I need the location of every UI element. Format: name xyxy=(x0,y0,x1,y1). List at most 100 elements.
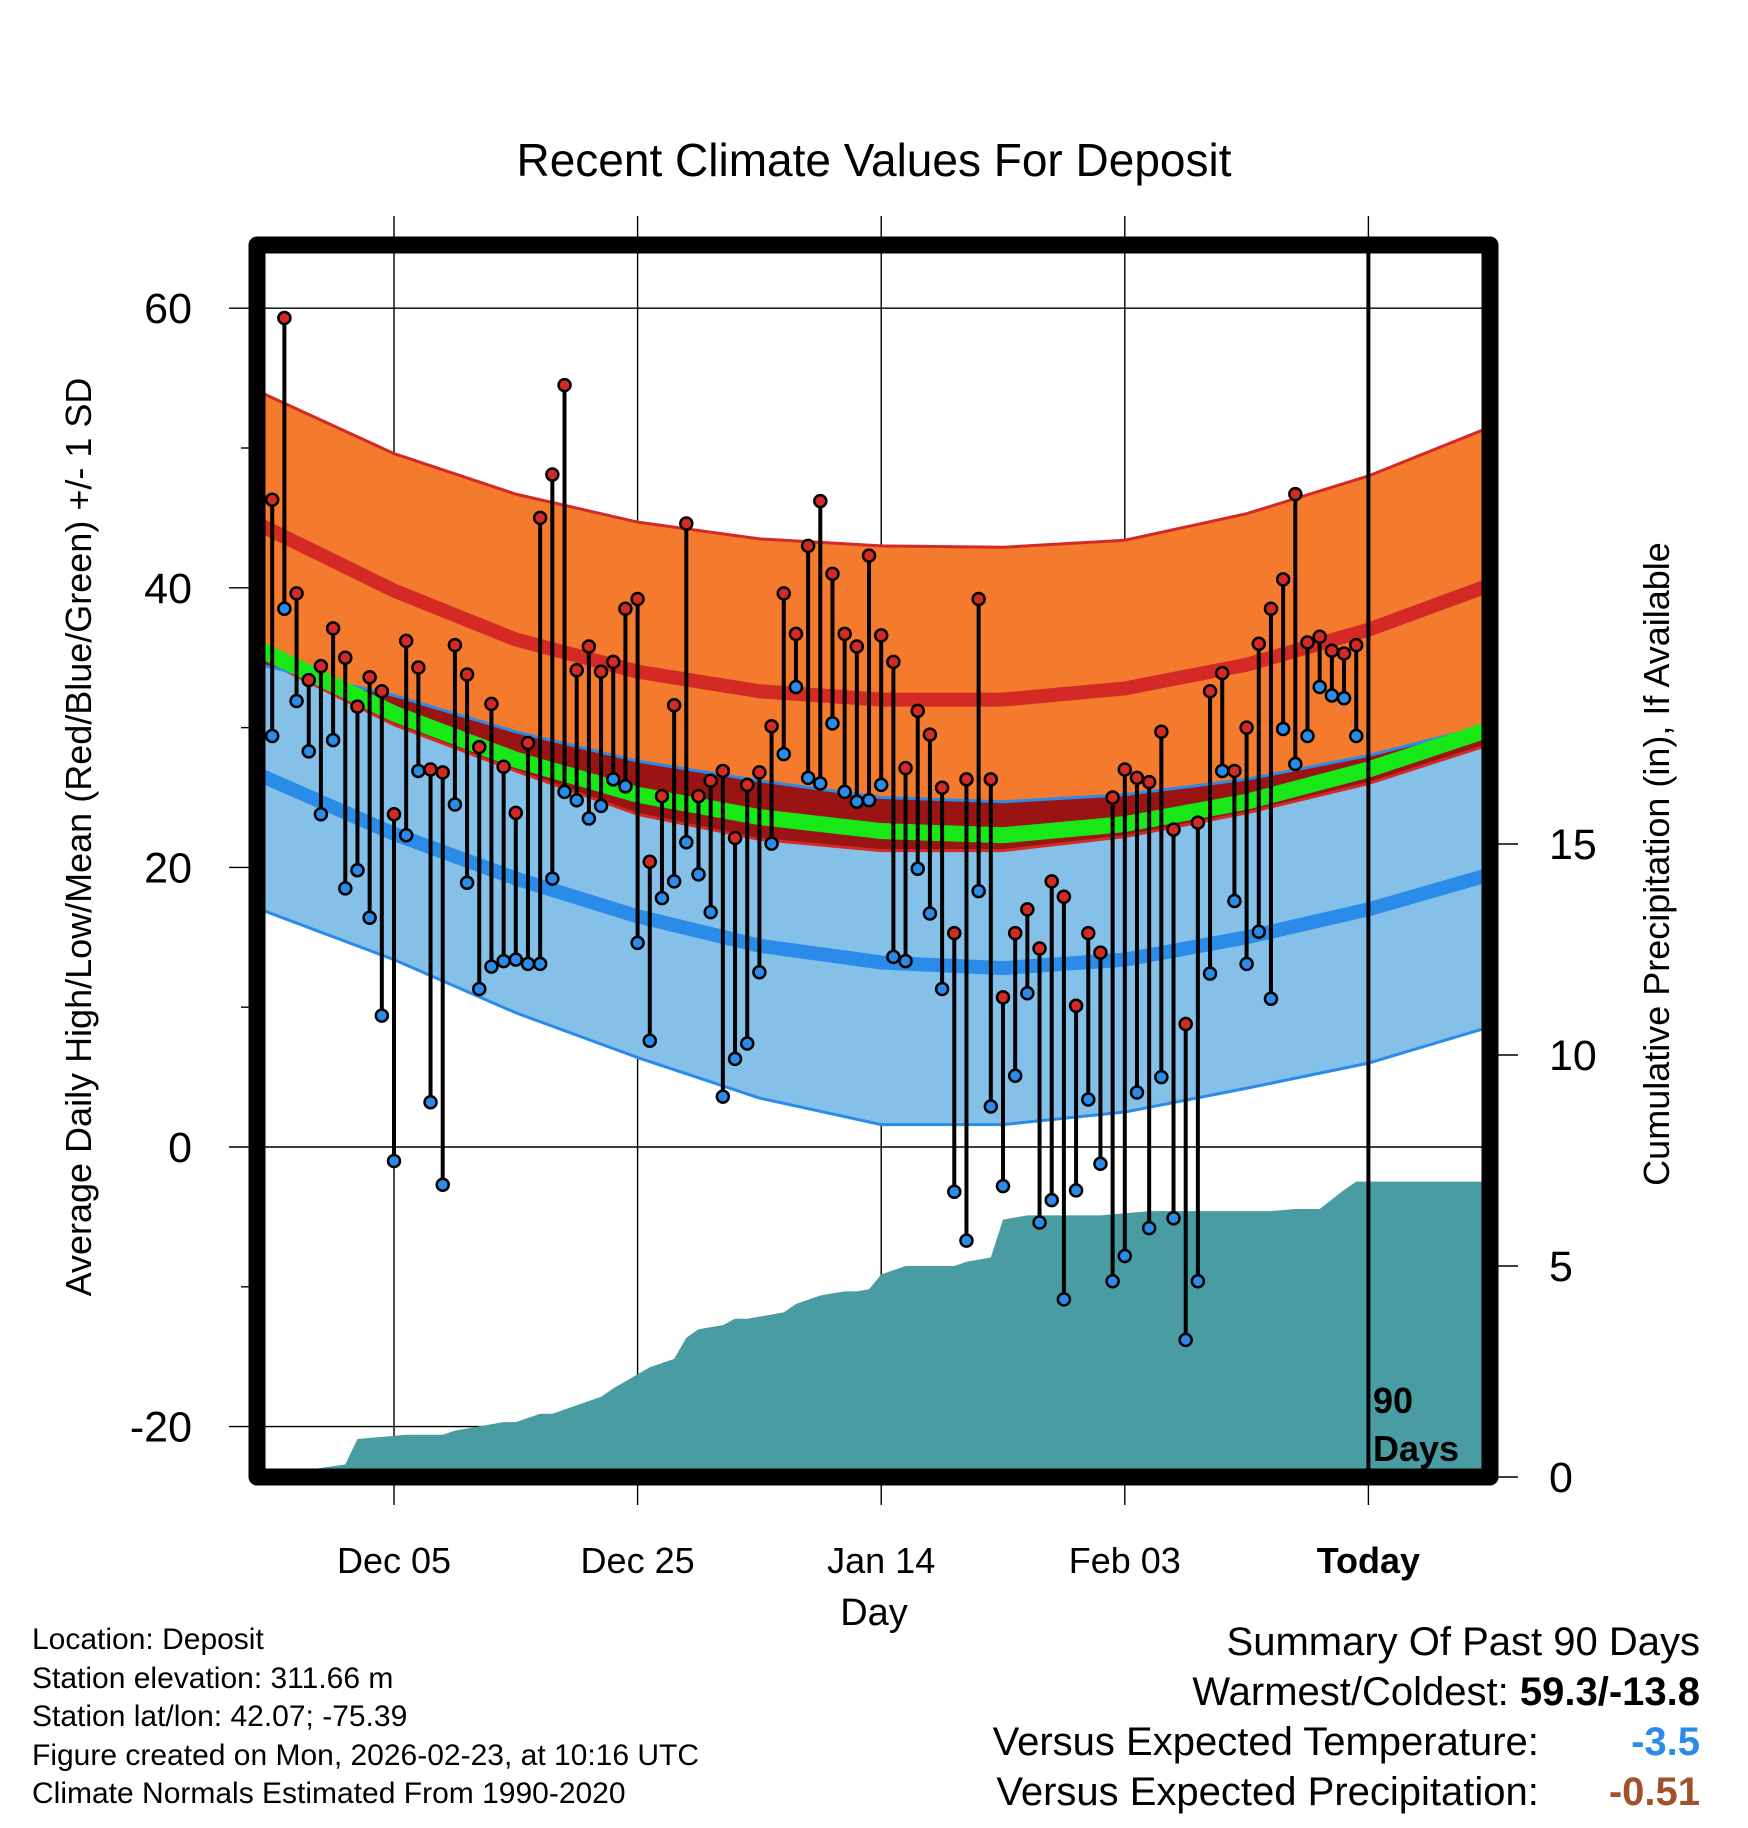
daily-low-point xyxy=(995,1178,1011,1194)
daily-low-point xyxy=(1288,756,1303,772)
high-sd-upper-edge xyxy=(259,390,1490,549)
daily-high-point xyxy=(398,633,414,649)
daily-low-point xyxy=(983,1099,999,1114)
daily-high-point xyxy=(1239,720,1254,735)
daily-high-point xyxy=(1141,774,1157,790)
daily-low-point xyxy=(886,949,901,965)
daily-high-point xyxy=(1081,925,1096,941)
daily-high-point xyxy=(386,807,402,822)
daily-high-point xyxy=(520,735,536,751)
daily-low-point xyxy=(630,935,645,951)
daily-high-point xyxy=(679,516,694,531)
daily-low-point xyxy=(813,776,828,791)
daily-high-point xyxy=(861,548,877,563)
summary-heading: Summary Of Past 90 Days xyxy=(1226,1620,1700,1664)
x-tick-label: Dec 05 xyxy=(337,1540,451,1581)
created-text: Figure created on Mon, 2026-02-23, at 10… xyxy=(32,1738,700,1772)
daily-low-point xyxy=(447,797,463,812)
overlap-band xyxy=(260,657,1490,851)
daily-high-point xyxy=(618,601,633,617)
daily-high-point xyxy=(837,626,852,642)
precip-vs-expected-label: Versus Expected Precipitation: xyxy=(996,1770,1539,1814)
location-text: Location: Deposit xyxy=(32,1623,264,1656)
daily-high-point xyxy=(1275,572,1291,587)
daily-high-point xyxy=(983,772,999,787)
daily-low-point xyxy=(1007,1068,1023,1083)
daily-low-point xyxy=(776,746,792,762)
daily-low-point xyxy=(861,793,877,808)
daily-low-point xyxy=(825,716,840,731)
y-tick-label: 40 xyxy=(144,565,192,613)
daily-low-point xyxy=(1239,956,1254,972)
daily-low-point xyxy=(1154,1069,1169,1085)
daily-high-point xyxy=(764,718,779,734)
normal-low-line xyxy=(257,768,1490,976)
daily-high-point xyxy=(289,586,304,601)
daily-high-point xyxy=(496,759,511,774)
daily-high-point xyxy=(1166,822,1181,837)
daily-high-point xyxy=(459,667,475,682)
daily-high-point xyxy=(1324,643,1340,658)
daily-high-point xyxy=(545,467,560,482)
daily-high-point xyxy=(1044,874,1059,889)
daily-low-point xyxy=(849,794,865,809)
daily-high-point xyxy=(447,637,463,653)
daily-high-point xyxy=(593,664,609,679)
daily-high-point xyxy=(435,765,450,780)
x-axis-label: Day xyxy=(840,1592,908,1634)
daily-low-point xyxy=(1263,991,1279,1007)
daily-high-point xyxy=(605,654,621,670)
daily-high-point xyxy=(508,805,524,821)
daily-low-point xyxy=(593,798,609,814)
daily-high-point xyxy=(1154,724,1169,740)
daily-high-point xyxy=(715,763,731,779)
y-tick-label: -20 xyxy=(130,1404,192,1452)
precip-vs-expected-value: -0.51 xyxy=(1608,1770,1700,1814)
daily-low-point xyxy=(910,861,925,877)
period-label-line2: Days xyxy=(1373,1428,1459,1469)
daily-low-point xyxy=(398,827,414,843)
daily-low-point xyxy=(922,906,938,921)
daily-high-point xyxy=(654,788,670,804)
daily-low-point xyxy=(1166,1211,1181,1226)
daily-high-point xyxy=(1105,790,1120,805)
daily-high-point xyxy=(630,591,645,607)
high-sd-lower-edge xyxy=(259,656,1490,853)
daily-observations xyxy=(264,310,1364,1348)
daily-low-point xyxy=(264,728,280,744)
daily-high-point xyxy=(472,739,487,755)
daily-high-point xyxy=(800,538,816,554)
daily-high-point xyxy=(739,777,755,793)
chart-title: Recent Climate Values For Deposit xyxy=(517,134,1232,186)
daily-high-point xyxy=(813,493,828,509)
daily-low-point xyxy=(435,1177,450,1192)
daily-low-point xyxy=(971,883,986,899)
daily-low-point xyxy=(289,693,304,709)
daily-high-point xyxy=(1190,815,1206,830)
daily-low-point xyxy=(715,1089,731,1104)
daily-high-point xyxy=(959,772,974,787)
daily-low-point xyxy=(727,1051,743,1067)
daily-high-point xyxy=(1032,941,1047,956)
daily-low-point xyxy=(1020,985,1035,1001)
daily-low-point xyxy=(1068,1183,1084,1198)
daily-low-point xyxy=(1336,690,1352,706)
daily-low-point xyxy=(679,834,694,850)
daily-high-point xyxy=(277,310,292,326)
daily-low-point xyxy=(764,836,779,851)
period-label-line1: 90 xyxy=(1373,1380,1413,1421)
daily-high-point xyxy=(1288,486,1303,502)
cumulative-precip-area xyxy=(260,1181,1490,1477)
daily-low-point xyxy=(496,953,511,969)
normal-bands xyxy=(257,245,1490,1477)
daily-high-point xyxy=(423,762,438,777)
daily-high-point xyxy=(1093,945,1108,960)
daily-low-point xyxy=(666,874,682,889)
latlon-text: Station lat/lon: 42.07; -75.39 xyxy=(32,1700,408,1733)
daily-low-point xyxy=(691,867,706,882)
daily-low-point xyxy=(1129,1085,1145,1100)
daily-high-point xyxy=(873,628,889,643)
daily-high-point xyxy=(886,654,901,670)
daily-low-point xyxy=(1141,1220,1157,1236)
warmest-coldest-label: Warmest/Coldest: xyxy=(1192,1670,1509,1714)
